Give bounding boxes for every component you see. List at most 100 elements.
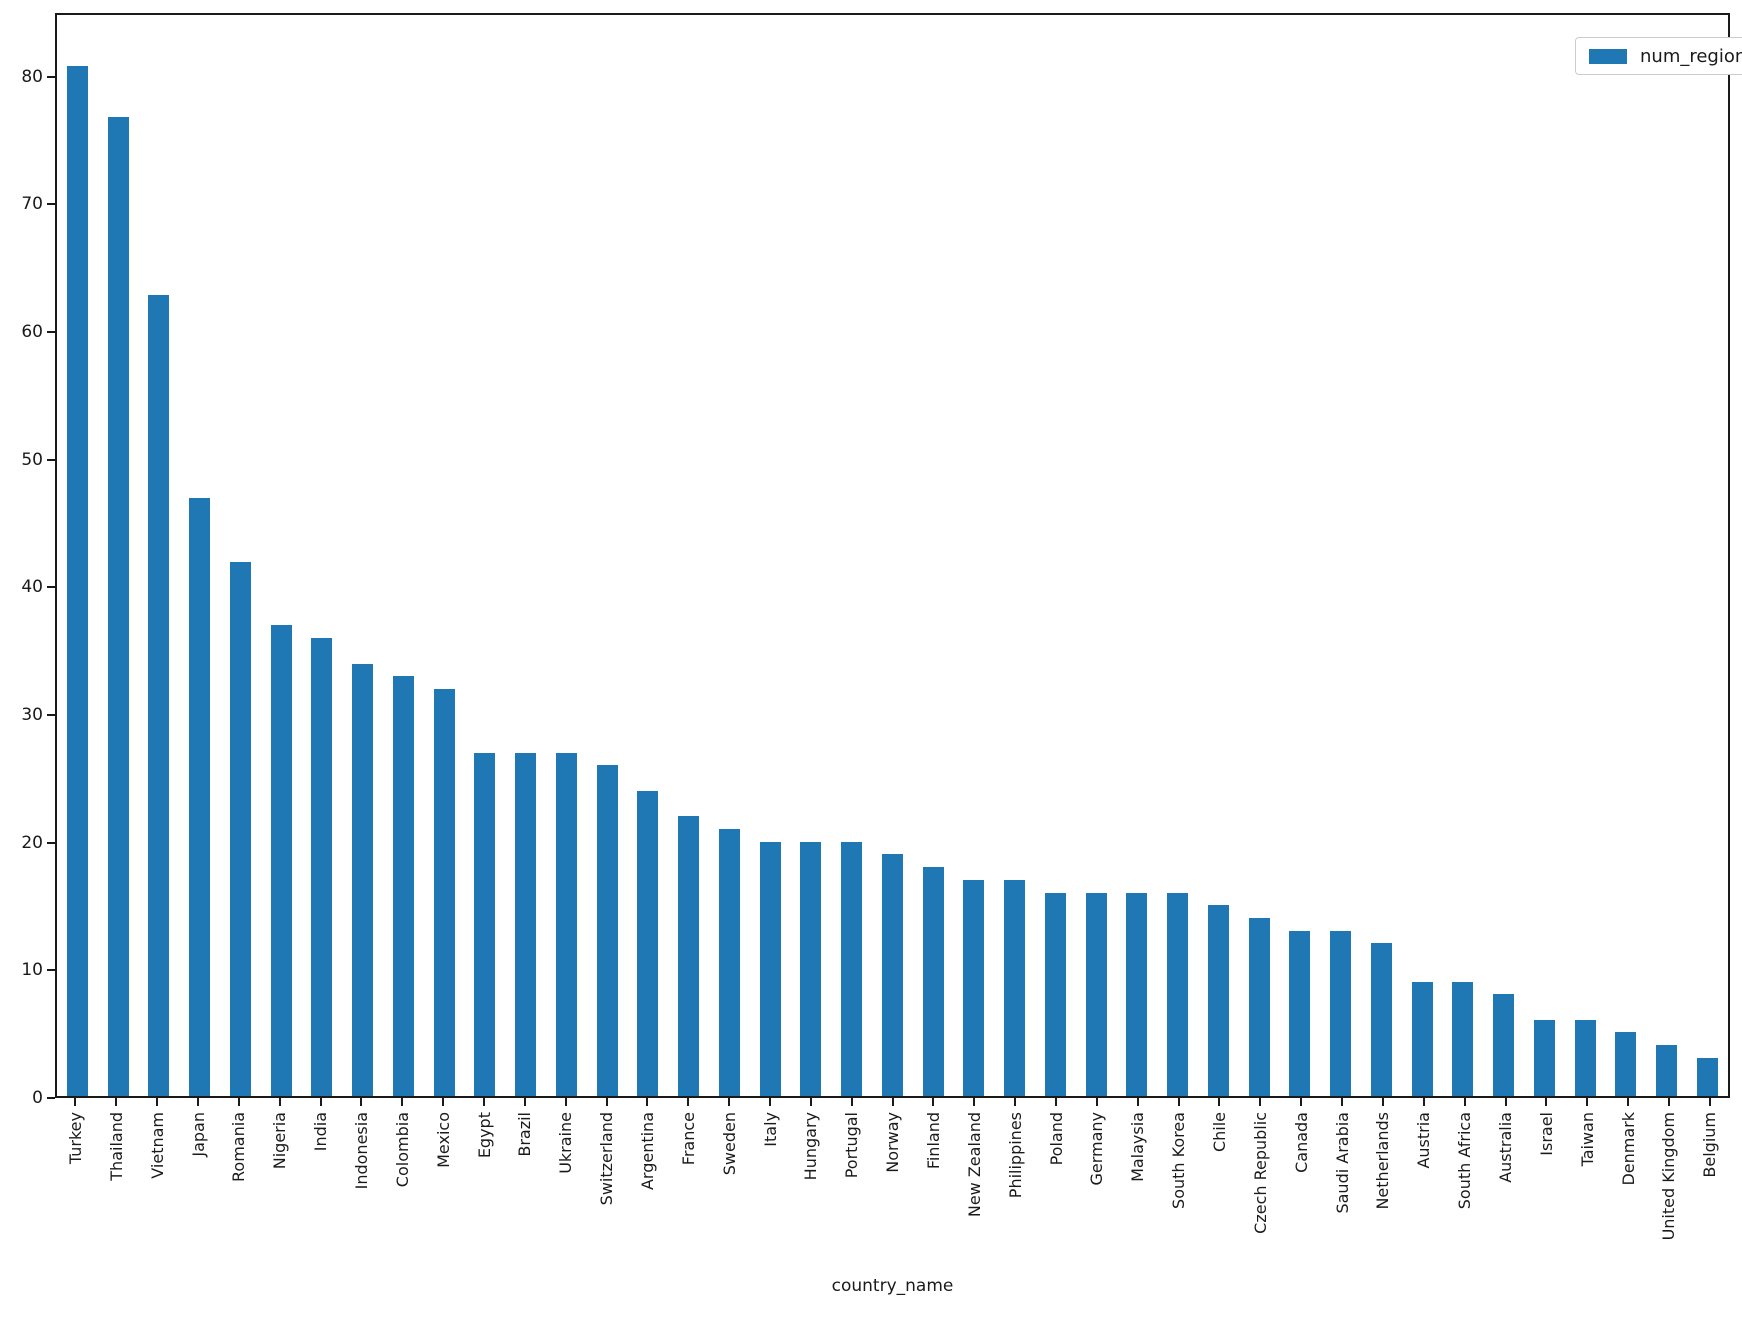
y-tick-mark xyxy=(47,714,55,717)
x-tick-label: Turkey xyxy=(65,1112,85,1165)
bar-slot xyxy=(179,15,220,1096)
x-tick-mark xyxy=(1218,1098,1221,1106)
bar xyxy=(1574,1019,1596,1096)
x-tick-slot xyxy=(586,1098,627,1106)
x-tick-label-slot: Turkey xyxy=(55,1112,96,1262)
x-tick-label: Mexico xyxy=(433,1112,453,1168)
x-tick-slot xyxy=(464,1098,505,1106)
bar-slot xyxy=(913,15,954,1096)
x-tick-label-slot: Colombia xyxy=(382,1112,423,1262)
x-tick-slot xyxy=(627,1098,668,1106)
x-tick-label: Czech Republic xyxy=(1250,1112,1270,1234)
x-tick-mark xyxy=(442,1098,445,1106)
x-tick-mark xyxy=(1627,1098,1630,1106)
y-tick-mark xyxy=(47,458,55,461)
x-tick-mark xyxy=(237,1098,240,1106)
bar-slot xyxy=(628,15,669,1096)
x-tick-label: Vietnam xyxy=(147,1112,167,1179)
x-tick-label-slot: Indonesia xyxy=(341,1112,382,1262)
x-tick-label-slot: Portugal xyxy=(831,1112,872,1262)
x-tick-label: Saudi Arabia xyxy=(1332,1112,1352,1214)
y-tick-label: 20 xyxy=(21,832,43,853)
x-tick-slot xyxy=(178,1098,219,1106)
bar xyxy=(1615,1032,1637,1096)
x-tick-slot xyxy=(1363,1098,1404,1106)
x-tick-label-slot: Finland xyxy=(913,1112,954,1262)
bar xyxy=(922,867,944,1096)
x-tick-label-slot: Norway xyxy=(872,1112,913,1262)
bar xyxy=(270,625,292,1096)
x-tick-label-slot: United Kingdom xyxy=(1649,1112,1690,1262)
x-tick-mark xyxy=(973,1098,976,1106)
x-tick-label-slot: South Korea xyxy=(1158,1112,1199,1262)
x-tick-label-slot: Poland xyxy=(1036,1112,1077,1262)
bar-slot xyxy=(98,15,139,1096)
x-tick-mark xyxy=(1177,1098,1180,1106)
bar-slot xyxy=(1076,15,1117,1096)
x-tick-label: Thailand xyxy=(106,1112,126,1181)
x-tick-label: India xyxy=(311,1112,331,1152)
x-tick-label-slot: Czech Republic xyxy=(1240,1112,1281,1262)
bar-slot xyxy=(1361,15,1402,1096)
x-tick-label: Israel xyxy=(1536,1112,1556,1156)
x-tick-label: Germany xyxy=(1087,1112,1107,1186)
bar-slot xyxy=(383,15,424,1096)
x-tick-slot xyxy=(1444,1098,1485,1106)
x-tick-mark xyxy=(646,1098,649,1106)
x-axis-title: country_name xyxy=(831,1276,954,1296)
x-tick-label: Canada xyxy=(1291,1112,1311,1173)
bar-slot xyxy=(342,15,383,1096)
y-tick-mark xyxy=(47,586,55,589)
x-tick-label: Portugal xyxy=(842,1112,862,1179)
x-tick-mark xyxy=(932,1098,935,1106)
x-tick-mark xyxy=(523,1098,526,1106)
x-tick-mark xyxy=(1055,1098,1058,1106)
bar xyxy=(148,294,170,1096)
bar xyxy=(963,879,985,1096)
x-tick-slot xyxy=(709,1098,750,1106)
bar xyxy=(311,638,333,1096)
x-tick-label: Sweden xyxy=(719,1112,739,1176)
x-tick-label-slot: Austria xyxy=(1403,1112,1444,1262)
x-tick-label: Malaysia xyxy=(1128,1112,1148,1182)
y-tick-label: 30 xyxy=(21,705,43,726)
x-tick-slot xyxy=(504,1098,545,1106)
x-tick-mark xyxy=(360,1098,363,1106)
x-tick-label-slot: Australia xyxy=(1485,1112,1526,1262)
bar-slot xyxy=(750,15,791,1096)
bar-slot xyxy=(1646,15,1687,1096)
x-tick-slot xyxy=(55,1098,96,1106)
x-tick-label-slot: Nigeria xyxy=(259,1112,300,1262)
x-tick-slot xyxy=(137,1098,178,1106)
bar xyxy=(718,828,740,1096)
bar xyxy=(189,498,211,1096)
x-tick-label: South Korea xyxy=(1169,1112,1189,1209)
x-tick-label: Philippines xyxy=(1005,1112,1025,1199)
bars-row xyxy=(57,15,1728,1096)
x-tick-slot xyxy=(1199,1098,1240,1106)
bar-slot xyxy=(831,15,872,1096)
y-tick-mark xyxy=(47,203,55,206)
x-tick-mark xyxy=(891,1098,894,1106)
y-tick-label: 70 xyxy=(21,194,43,215)
x-tick-slot xyxy=(545,1098,586,1106)
bar xyxy=(1411,981,1433,1096)
bar xyxy=(1696,1057,1718,1096)
y-tick-mark xyxy=(47,1097,55,1099)
x-tick-mark xyxy=(1095,1098,1098,1106)
bar xyxy=(1004,879,1026,1096)
y-tick-label: 0 xyxy=(32,1088,43,1108)
x-tick-label-slot: Hungary xyxy=(790,1112,831,1262)
bar xyxy=(800,841,822,1096)
x-tick-mark xyxy=(483,1098,486,1106)
x-tick-mark xyxy=(1708,1098,1711,1106)
bar-slot xyxy=(954,15,995,1096)
bar xyxy=(1167,892,1189,1096)
x-tick-label: Netherlands xyxy=(1373,1112,1393,1210)
x-tick-label: Indonesia xyxy=(351,1112,371,1190)
x-tick-label-slot: Ukraine xyxy=(545,1112,586,1262)
x-tick-mark xyxy=(1463,1098,1466,1106)
x-tick-mark xyxy=(769,1098,772,1106)
bar xyxy=(881,854,903,1096)
bar-slot xyxy=(1239,15,1280,1096)
